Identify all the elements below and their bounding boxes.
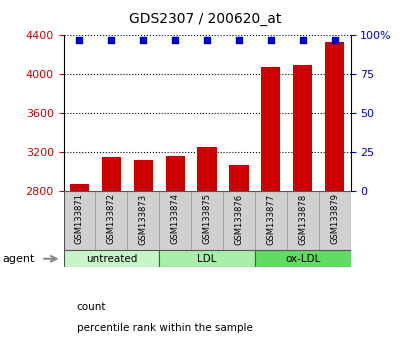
Text: GSM133871: GSM133871 (75, 194, 84, 245)
Bar (261, 67, 280, 191)
Bar (101, 157, 121, 191)
Bar (63, 250, 159, 267)
Point (267, 37, 274, 43)
Point (299, 37, 305, 43)
Text: GSM133877: GSM133877 (266, 194, 275, 245)
Point (171, 37, 178, 43)
Point (235, 37, 242, 43)
Bar (159, 191, 191, 250)
Point (139, 37, 146, 43)
Bar (222, 191, 254, 250)
Point (330, 37, 337, 43)
Point (76, 37, 83, 43)
Text: GSM133872: GSM133872 (107, 194, 116, 245)
Text: LDL: LDL (197, 254, 216, 264)
Bar (95, 191, 127, 250)
Text: agent: agent (2, 254, 34, 264)
Text: ox-LDL: ox-LDL (284, 254, 319, 264)
Bar (229, 165, 248, 191)
Bar (191, 191, 222, 250)
Bar (292, 64, 312, 191)
Point (203, 37, 210, 43)
Bar (63, 191, 95, 250)
Text: GSM133875: GSM133875 (202, 194, 211, 245)
Text: count: count (76, 302, 106, 312)
Bar (254, 250, 350, 267)
Text: GSM133876: GSM133876 (234, 194, 243, 245)
Bar (324, 42, 343, 191)
Bar (159, 250, 254, 267)
Text: GDS2307 / 200620_at: GDS2307 / 200620_at (128, 12, 281, 27)
Text: untreated: untreated (85, 254, 137, 264)
Text: GSM133874: GSM133874 (170, 194, 179, 245)
Text: GSM133879: GSM133879 (329, 194, 338, 245)
Text: percentile rank within the sample: percentile rank within the sample (76, 323, 252, 333)
Bar (127, 191, 159, 250)
Text: GSM133873: GSM133873 (138, 194, 147, 245)
Text: GSM133878: GSM133878 (297, 194, 306, 245)
Bar (254, 191, 286, 250)
Bar (133, 160, 153, 191)
Bar (286, 191, 318, 250)
Point (108, 37, 115, 43)
Bar (197, 147, 216, 191)
Bar (70, 184, 89, 191)
Bar (165, 156, 184, 191)
Bar (318, 191, 350, 250)
